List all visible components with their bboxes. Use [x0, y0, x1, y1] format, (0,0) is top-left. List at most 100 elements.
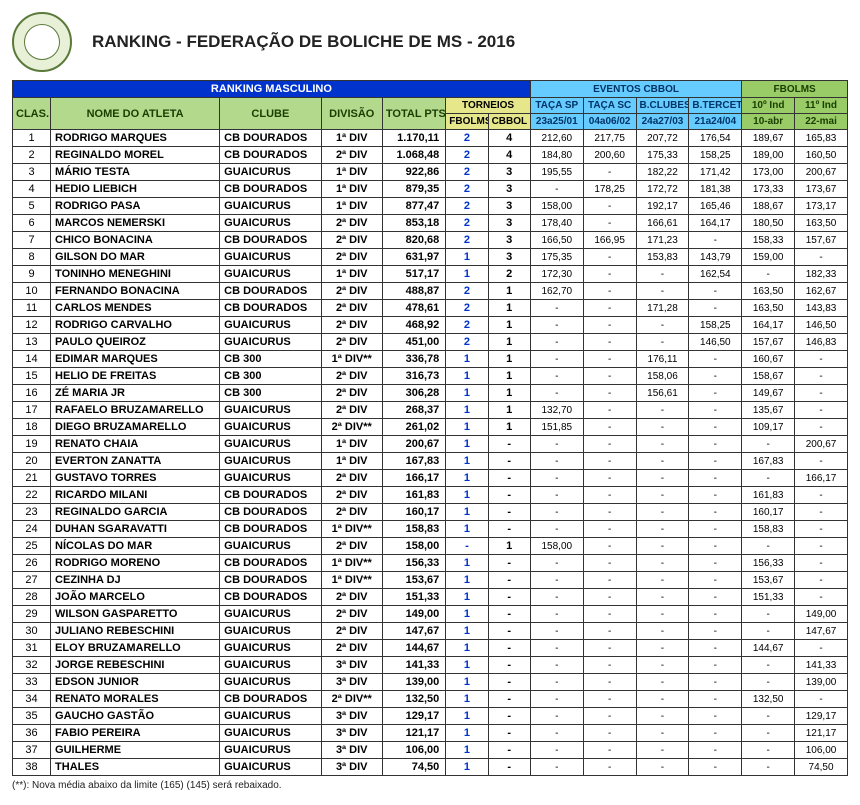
- cell-f1: 160,17: [742, 504, 795, 521]
- cell-e2: -: [583, 521, 636, 538]
- cell-f1: 180,50: [742, 215, 795, 232]
- cell-clube: GUAICURUS: [220, 198, 321, 215]
- cell-rank: 18: [13, 419, 51, 436]
- cell-f1: 151,33: [742, 589, 795, 606]
- cell-torn-c: -: [488, 742, 530, 759]
- table-row: 26RODRIGO MORENOCB DOURADOS1ª DIV**156,3…: [13, 555, 848, 572]
- cell-clube: GUAICURUS: [220, 759, 321, 776]
- cell-e3: 156,61: [636, 385, 689, 402]
- cell-e3: -: [636, 487, 689, 504]
- cell-nome: GILSON DO MAR: [51, 249, 220, 266]
- cell-f2: -: [795, 249, 848, 266]
- cell-pts: 517,17: [382, 266, 445, 283]
- cell-e2: -: [583, 317, 636, 334]
- cell-f1: 161,83: [742, 487, 795, 504]
- cell-pts: 161,83: [382, 487, 445, 504]
- cell-rank: 14: [13, 351, 51, 368]
- cell-e1: -: [530, 470, 583, 487]
- cell-f2: -: [795, 453, 848, 470]
- cell-e1: -: [530, 317, 583, 334]
- cell-torn-c: 1: [488, 419, 530, 436]
- cell-e1: -: [530, 453, 583, 470]
- cell-f2: 163,50: [795, 215, 848, 232]
- table-row: 27CEZINHA DJCB DOURADOS1ª DIV**153,671--…: [13, 572, 848, 589]
- cell-e1: -: [530, 759, 583, 776]
- cell-e1: 195,55: [530, 164, 583, 181]
- cell-div: 2ª DIV: [321, 385, 382, 402]
- cell-nome: CEZINHA DJ: [51, 572, 220, 589]
- cell-e2: -: [583, 402, 636, 419]
- cell-torn-f: 1: [446, 657, 488, 674]
- cell-torn-c: -: [488, 470, 530, 487]
- cell-e2: -: [583, 606, 636, 623]
- cell-torn-f: 1: [446, 725, 488, 742]
- col-torn-c: CBBOL: [488, 114, 530, 130]
- cell-f1: -: [742, 623, 795, 640]
- cell-e4: 158,25: [689, 317, 742, 334]
- cell-torn-f: 2: [446, 130, 488, 147]
- cell-torn-c: -: [488, 657, 530, 674]
- cell-f2: 200,67: [795, 164, 848, 181]
- cell-e3: 171,28: [636, 300, 689, 317]
- cell-e2: 200,60: [583, 147, 636, 164]
- cell-e3: 158,06: [636, 368, 689, 385]
- cell-e1: -: [530, 181, 583, 198]
- cell-clube: CB DOURADOS: [220, 589, 321, 606]
- col-ev4d: 21a24/04: [689, 114, 742, 130]
- cell-e2: -: [583, 759, 636, 776]
- cell-e4: -: [689, 538, 742, 555]
- cell-torn-f: 1: [446, 436, 488, 453]
- table-row: 17RAFAELO BRUZAMARELLOGUAICURUS2ª DIV268…: [13, 402, 848, 419]
- cell-rank: 17: [13, 402, 51, 419]
- cell-rank: 12: [13, 317, 51, 334]
- cell-pts: 468,92: [382, 317, 445, 334]
- cell-torn-c: 4: [488, 147, 530, 164]
- cell-f1: 164,17: [742, 317, 795, 334]
- table-row: 32JORGE REBESCHINIGUAICURUS3ª DIV141,331…: [13, 657, 848, 674]
- cell-torn-c: 3: [488, 249, 530, 266]
- cell-e3: -: [636, 555, 689, 572]
- col-ev3: B.CLUBES: [636, 98, 689, 114]
- cell-f2: 173,17: [795, 198, 848, 215]
- table-row: 24DUHAN SGARAVATTICB DOURADOS1ª DIV**158…: [13, 521, 848, 538]
- cell-e2: -: [583, 300, 636, 317]
- cell-rank: 8: [13, 249, 51, 266]
- cell-pts: 488,87: [382, 283, 445, 300]
- cell-e3: -: [636, 657, 689, 674]
- cell-f2: -: [795, 555, 848, 572]
- cell-e3: 176,11: [636, 351, 689, 368]
- cell-f1: 173,00: [742, 164, 795, 181]
- cell-e3: -: [636, 334, 689, 351]
- cell-f1: -: [742, 742, 795, 759]
- cell-f1: 160,67: [742, 351, 795, 368]
- cell-rank: 20: [13, 453, 51, 470]
- table-row: 14EDIMAR MARQUESCB 3001ª DIV**336,7811--…: [13, 351, 848, 368]
- cell-torn-c: -: [488, 640, 530, 657]
- cell-rank: 19: [13, 436, 51, 453]
- cell-clube: GUAICURUS: [220, 402, 321, 419]
- cell-e3: -: [636, 317, 689, 334]
- cell-e1: -: [530, 606, 583, 623]
- cell-e2: -: [583, 283, 636, 300]
- cell-f2: 141,33: [795, 657, 848, 674]
- cell-f2: 121,17: [795, 725, 848, 742]
- cell-nome: EVERTON ZANATTA: [51, 453, 220, 470]
- cell-e4: -: [689, 419, 742, 436]
- cell-e4: -: [689, 351, 742, 368]
- cell-e1: -: [530, 436, 583, 453]
- cell-rank: 36: [13, 725, 51, 742]
- cell-e2: -: [583, 368, 636, 385]
- cell-torn-f: 1: [446, 708, 488, 725]
- cell-f2: -: [795, 521, 848, 538]
- cell-torn-c: 1: [488, 317, 530, 334]
- cell-e1: 178,40: [530, 215, 583, 232]
- cell-e3: -: [636, 589, 689, 606]
- cell-torn-f: 1: [446, 572, 488, 589]
- cell-torn-f: 1: [446, 742, 488, 759]
- cell-div: 2ª DIV: [321, 640, 382, 657]
- cell-torn-c: 3: [488, 215, 530, 232]
- cell-div: 1ª DIV: [321, 164, 382, 181]
- cell-e4: 165,46: [689, 198, 742, 215]
- cell-pts: 166,17: [382, 470, 445, 487]
- cell-div: 2ª DIV: [321, 487, 382, 504]
